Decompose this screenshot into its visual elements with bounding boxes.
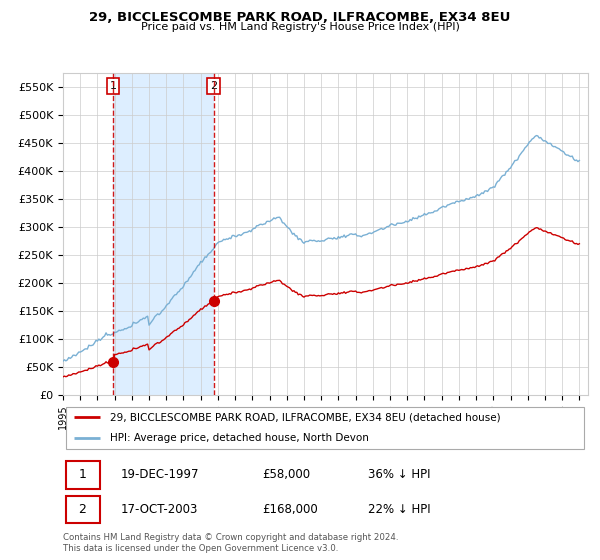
FancyBboxPatch shape	[65, 461, 100, 489]
FancyBboxPatch shape	[65, 407, 584, 449]
Text: 19-DEC-1997: 19-DEC-1997	[121, 469, 199, 482]
Text: 36% ↓ HPI: 36% ↓ HPI	[367, 469, 430, 482]
Text: 17-OCT-2003: 17-OCT-2003	[121, 503, 198, 516]
Text: Price paid vs. HM Land Registry's House Price Index (HPI): Price paid vs. HM Land Registry's House …	[140, 22, 460, 32]
FancyBboxPatch shape	[65, 496, 100, 524]
Text: £168,000: £168,000	[263, 503, 318, 516]
Text: 1: 1	[110, 81, 117, 91]
Text: 2: 2	[79, 503, 86, 516]
Text: HPI: Average price, detached house, North Devon: HPI: Average price, detached house, Nort…	[110, 433, 369, 444]
Text: Contains HM Land Registry data © Crown copyright and database right 2024.
This d: Contains HM Land Registry data © Crown c…	[63, 533, 398, 553]
Text: 22% ↓ HPI: 22% ↓ HPI	[367, 503, 430, 516]
Bar	[113, 73, 214, 395]
Text: 29, BICCLESCOMBE PARK ROAD, ILFRACOMBE, EX34 8EU: 29, BICCLESCOMBE PARK ROAD, ILFRACOMBE, …	[89, 11, 511, 24]
Text: 29, BICCLESCOMBE PARK ROAD, ILFRACOMBE, EX34 8EU (detached house): 29, BICCLESCOMBE PARK ROAD, ILFRACOMBE, …	[110, 412, 501, 422]
Text: 1: 1	[79, 469, 86, 482]
Text: £58,000: £58,000	[263, 469, 311, 482]
Text: 2: 2	[210, 81, 217, 91]
